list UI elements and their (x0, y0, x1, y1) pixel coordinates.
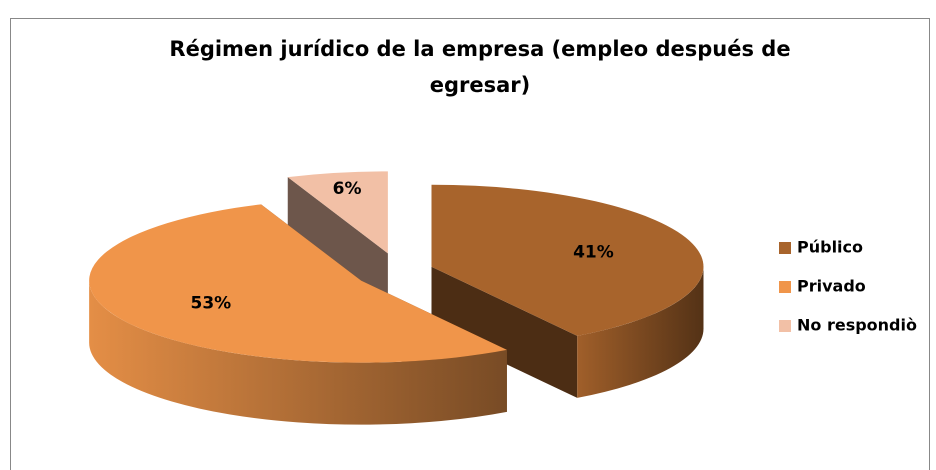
chart-title: Régimen jurídico de la empresa (empleo d… (169, 37, 790, 61)
value-label: 6% (333, 179, 362, 199)
legend-label: No respondiò (797, 316, 917, 335)
legend-swatch (779, 242, 791, 254)
pie: 41% 53% 6% (89, 171, 704, 425)
legend: Público Privado No respondiò (779, 238, 917, 335)
slice-top (287, 171, 388, 254)
value-label: 41% (573, 243, 614, 263)
slice-side (431, 266, 578, 398)
legend-swatch (779, 281, 791, 293)
slice-wall (577, 266, 704, 398)
value-label: 53% (191, 294, 232, 314)
slice-side (287, 177, 388, 316)
slice-top (431, 184, 704, 336)
legend-label: Privado (797, 277, 866, 296)
legend-label: Público (797, 238, 863, 257)
chart-title: egresar) (430, 73, 531, 97)
slice-top (89, 204, 507, 363)
legend-swatch (779, 320, 791, 332)
slice-wall (89, 280, 507, 425)
